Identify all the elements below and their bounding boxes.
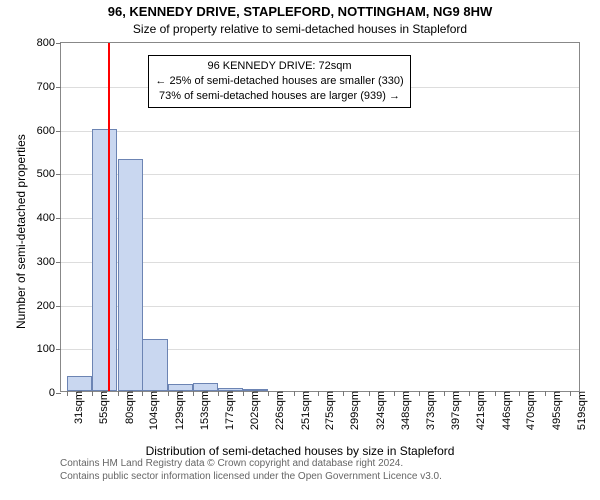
xtick-mark — [67, 391, 68, 396]
xtick-label: 104sqm — [146, 391, 160, 430]
xtick-mark — [343, 391, 344, 396]
xtick-label: 153sqm — [197, 391, 211, 430]
ytick-label: 800 — [15, 37, 61, 49]
gridline-h — [61, 131, 579, 132]
xtick-label: 348sqm — [398, 391, 412, 430]
xtick-label: 80sqm — [122, 391, 136, 424]
xtick-label: 251sqm — [298, 391, 312, 430]
xtick-label: 373sqm — [423, 391, 437, 430]
xtick-label: 421sqm — [473, 391, 487, 430]
caption-line: Contains HM Land Registry data © Crown c… — [60, 458, 442, 471]
xtick-label: 31sqm — [71, 391, 85, 424]
xtick-mark — [369, 391, 370, 396]
xtick-label: 397sqm — [448, 391, 462, 430]
xtick-label: 299sqm — [347, 391, 361, 430]
xtick-mark — [419, 391, 420, 396]
xtick-mark — [218, 391, 219, 396]
ytick-label: 400 — [15, 212, 61, 224]
xtick-mark — [118, 391, 119, 396]
annotation-line: 96 KENNEDY DRIVE: 72sqm — [155, 59, 403, 74]
ytick-label: 700 — [15, 81, 61, 93]
ytick-label: 200 — [15, 300, 61, 312]
xtick-mark — [142, 391, 143, 396]
chart-title: 96, KENNEDY DRIVE, STAPLEFORD, NOTTINGHA… — [0, 4, 600, 19]
annotation-box: 96 KENNEDY DRIVE: 72sqm← 25% of semi-det… — [148, 55, 410, 108]
xtick-mark — [268, 391, 269, 396]
xtick-mark — [469, 391, 470, 396]
xtick-mark — [318, 391, 319, 396]
histogram-bar — [193, 383, 218, 391]
xtick-mark — [193, 391, 194, 396]
chart-subtitle: Size of property relative to semi-detach… — [0, 22, 600, 36]
plot-area: 010020030040050060070080031sqm55sqm80sqm… — [60, 42, 580, 392]
xtick-label: 446sqm — [499, 391, 513, 430]
property-marker-line — [108, 43, 110, 391]
xtick-mark — [92, 391, 93, 396]
xtick-label: 324sqm — [373, 391, 387, 430]
xtick-mark — [495, 391, 496, 396]
histogram-bar — [142, 339, 167, 392]
xtick-label: 129sqm — [172, 391, 186, 430]
xtick-mark — [444, 391, 445, 396]
xtick-label: 226sqm — [272, 391, 286, 430]
xtick-label: 470sqm — [523, 391, 537, 430]
chart-container: 96, KENNEDY DRIVE, STAPLEFORD, NOTTINGHA… — [0, 0, 600, 500]
x-axis-label: Distribution of semi-detached houses by … — [0, 444, 600, 458]
xtick-mark — [570, 391, 571, 396]
histogram-bar — [118, 159, 143, 391]
histogram-bar — [92, 129, 117, 392]
xtick-mark — [168, 391, 169, 396]
caption-line: Contains public sector information licen… — [60, 471, 442, 484]
annotation-line: 73% of semi-detached houses are larger (… — [155, 89, 403, 104]
xtick-mark — [394, 391, 395, 396]
xtick-label: 519sqm — [574, 391, 588, 430]
data-attribution: Contains HM Land Registry data © Crown c… — [60, 458, 442, 483]
ytick-label: 600 — [15, 125, 61, 137]
xtick-mark — [519, 391, 520, 396]
xtick-label: 177sqm — [222, 391, 236, 430]
xtick-label: 275sqm — [322, 391, 336, 430]
xtick-label: 495sqm — [549, 391, 563, 430]
xtick-mark — [294, 391, 295, 396]
ytick-label: 500 — [15, 168, 61, 180]
annotation-line: ← 25% of semi-detached houses are smalle… — [155, 74, 403, 89]
ytick-label: 100 — [15, 343, 61, 355]
histogram-bar — [67, 376, 92, 391]
ytick-label: 0 — [15, 387, 61, 399]
xtick-label: 55sqm — [96, 391, 110, 424]
ytick-label: 300 — [15, 256, 61, 268]
xtick-mark — [545, 391, 546, 396]
xtick-mark — [243, 391, 244, 396]
xtick-label: 202sqm — [247, 391, 261, 430]
